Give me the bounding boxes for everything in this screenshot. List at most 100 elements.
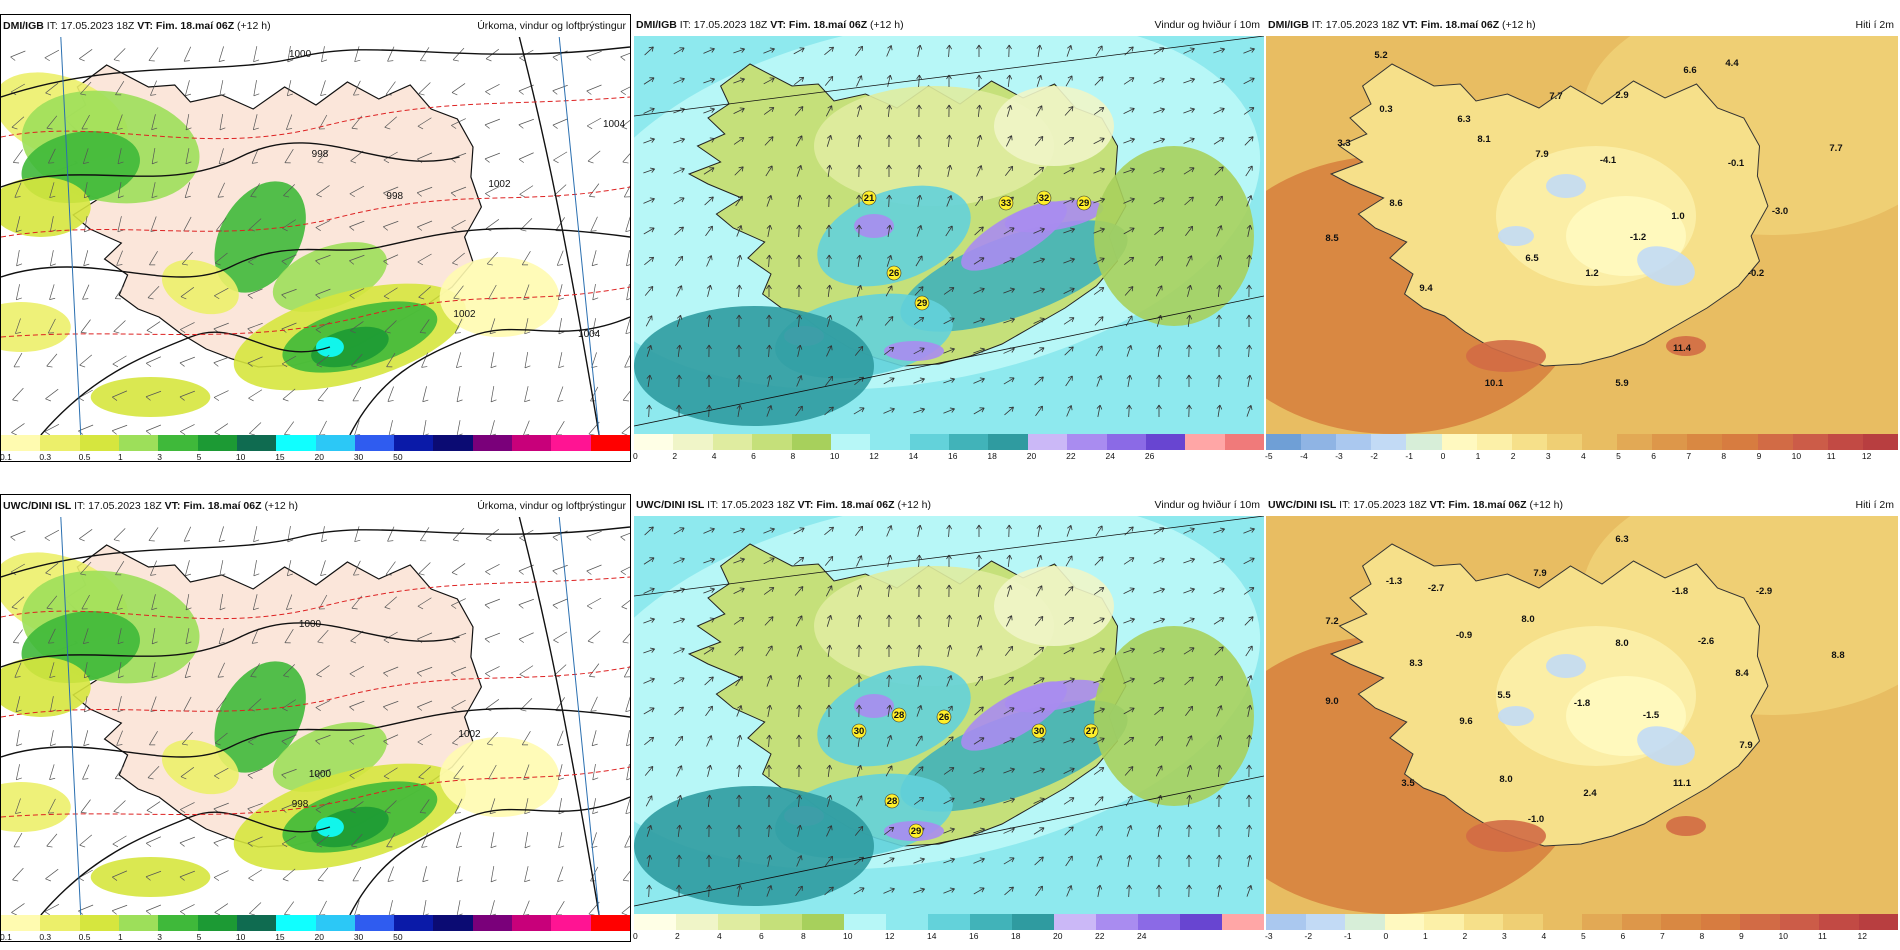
lead-time: (+12 h) — [261, 500, 299, 512]
isobar-label: 1004 — [578, 329, 601, 340]
valid-time: VT: Fim. 18.maí 06Z — [1429, 499, 1527, 511]
colorbar-tick-label: -1 — [1344, 931, 1352, 941]
temperature-label: 10.1 — [1485, 378, 1504, 389]
temperature-label: 7.7 — [1549, 91, 1562, 102]
valid-time: VT: Fim. 18.maí 06Z — [1402, 19, 1500, 31]
temperature-label: 7.9 — [1739, 740, 1752, 751]
colorbar-swatch — [676, 914, 718, 930]
colorbar-swatch — [433, 915, 473, 931]
colorbar-swatch — [1301, 434, 1337, 450]
colorbar-swatch — [1145, 434, 1186, 450]
colorbar-tick-label: 8 — [1721, 451, 1727, 461]
colorbar-swatch — [1687, 434, 1723, 450]
colorbar-tick-label: 5 — [1581, 931, 1586, 941]
colorbar-swatch — [551, 915, 591, 931]
colorbar-swatch — [1, 435, 41, 451]
colorbar-tick-label: 5 — [196, 932, 202, 942]
colorbar-tick-label: 8 — [1699, 931, 1705, 941]
gust-marker — [886, 265, 902, 281]
temperature-label: 6.3 — [1615, 534, 1628, 545]
model-name: DMI/IGB — [636, 19, 677, 31]
colorbar-swatch — [1012, 914, 1054, 930]
colorbar-tick-label: 5 — [1616, 451, 1621, 461]
colorbar-tick-label: 3 — [1502, 931, 1507, 941]
colorbar-tick-label: 2 — [1462, 931, 1468, 941]
forecast-panel-p6: UWC/DINI ISL IT: 17.05.2023 18Z VT: Fim.… — [1265, 494, 1898, 942]
temperature-label: -1.8 — [1672, 586, 1688, 597]
colorbar-swatch — [1757, 434, 1793, 450]
colorbar: 0.1 0.3 0.5 1 3 5 10 15 20 30 50 — [0, 915, 630, 943]
gust-label: 28 — [894, 710, 905, 721]
model-name: UWC/DINI ISL — [636, 499, 705, 511]
colorbar-swatch — [634, 434, 674, 450]
colorbar-tick-label: 11 — [1826, 451, 1836, 461]
temperature-label: -0.9 — [1456, 630, 1472, 641]
colorbar-tick-label: 0.1 — [0, 932, 12, 942]
temperature-label: 8.0 — [1615, 638, 1628, 649]
forecast-panel-p1: DMI/IGB IT: 17.05.2023 18Z VT: Fim. 18.m… — [0, 14, 631, 462]
colorbar-tick-label: 15 — [275, 932, 285, 942]
colorbar-swatch — [1406, 434, 1442, 450]
valid-time: VT: Fim. 18.maí 06Z — [770, 19, 868, 31]
colorbar-swatch — [970, 914, 1012, 930]
colorbar-swatch — [1819, 914, 1859, 930]
temperature-label: 2.4 — [1583, 788, 1597, 799]
colorbar-swatch — [673, 434, 713, 450]
temperature-label: 3.5 — [1401, 778, 1415, 789]
colorbar-tick-label: 6 — [1651, 451, 1656, 461]
panel-header: DMI/IGB IT: 17.05.2023 18Z VT: Fim. 18.m… — [634, 14, 1264, 36]
temperature-label: 8.6 — [1389, 198, 1402, 209]
gust-marker — [1076, 195, 1092, 211]
colorbar-tick-label: 10 — [829, 451, 840, 461]
colorbar-swatch — [1511, 434, 1547, 450]
init-time: IT: 17.05.2023 18Z — [71, 500, 165, 512]
colorbar-tick-label: 4 — [1581, 451, 1586, 461]
temperature-label: 8.1 — [1477, 134, 1491, 145]
colorbar-tick-label: -5 — [1265, 451, 1273, 461]
temperature-label: 8.0 — [1499, 774, 1512, 785]
map-labels: 1000 998 998 1004 1002 1002 1004 — [289, 49, 626, 340]
colorbar-tick-label: -3 — [1335, 451, 1343, 461]
colorbar-tick-label: 1 — [117, 452, 123, 462]
panel-header: UWC/DINI ISL IT: 17.05.2023 18Z VT: Fim.… — [1266, 494, 1898, 516]
colorbar-swatch — [1266, 434, 1302, 450]
gust-marker — [884, 793, 900, 809]
colorbar-swatch — [1858, 914, 1898, 930]
gust-label: 29 — [1079, 198, 1090, 209]
temperature-label: 1.2 — [1585, 268, 1598, 279]
colorbar-swatch — [158, 915, 198, 931]
panel-header: DMI/IGB IT: 17.05.2023 18Z VT: Fim. 18.m… — [1266, 14, 1898, 36]
colorbar-tick-label: 16 — [948, 451, 958, 461]
isobar-label: 1002 — [458, 729, 481, 740]
forecast-panel-p2: DMI/IGB IT: 17.05.2023 18Z VT: Fim. 18.m… — [633, 14, 1264, 462]
temperature-label: 3.3 — [1337, 138, 1350, 149]
forecast-map: 6.3 -1.3 -2.7 7.9 -1.8 -2.9 7.2 -0.9 8.0 8.0 -2.6 8… — [1266, 516, 1898, 914]
forecast-map: 30 28 26 30 27 28 29 — [634, 516, 1264, 914]
colorbar-swatch — [752, 434, 792, 450]
lead-time: (+12 h) — [867, 19, 904, 31]
gust-label: 27 — [1086, 726, 1097, 737]
colorbar-tick-label: 4 — [1541, 931, 1547, 941]
temperature-label: 9.4 — [1419, 283, 1433, 294]
colorbar-swatch — [354, 915, 395, 931]
temperature-label: 6.5 — [1525, 253, 1539, 264]
gust-label: 26 — [939, 712, 950, 723]
field-title: Úrkoma, vindur og loftþrýstingur — [477, 20, 626, 32]
colorbar-tick-label: 12 — [1861, 451, 1872, 461]
colorbar-swatch — [79, 435, 119, 451]
colorbar-tick-label: 0.1 — [0, 452, 12, 462]
colorbar-swatch — [1582, 914, 1622, 930]
colorbar-swatch — [1862, 434, 1898, 450]
colorbar-tick-label: 0 — [1440, 451, 1446, 461]
map-labels: 6.3 -1.3 -2.7 7.9 -1.8 -2.9 7.2 -0.9 8.0 8.0 -2.6 8… — [1325, 534, 1844, 825]
gust-marker — [998, 195, 1014, 211]
init-time: IT: 17.05.2023 18Z — [1308, 19, 1403, 31]
colorbar-tick-label: 12 — [869, 451, 879, 461]
map-labels: 5.2 0.3 3.3 6.3 7.7 2.9 6.6 4.4 8.1 7.9 -4.1 -0.1 7.… — [1325, 50, 1842, 389]
colorbar-swatch — [1054, 914, 1096, 930]
colorbar-tick-label: 22 — [1094, 931, 1105, 941]
gust-label: 30 — [1034, 726, 1045, 737]
map-labels: 1000 1000 998 1002 — [292, 619, 481, 810]
forecast-panel-p5: UWC/DINI ISL IT: 17.05.2023 18Z VT: Fim.… — [633, 494, 1264, 942]
temperature-label: 7.2 — [1325, 616, 1338, 627]
